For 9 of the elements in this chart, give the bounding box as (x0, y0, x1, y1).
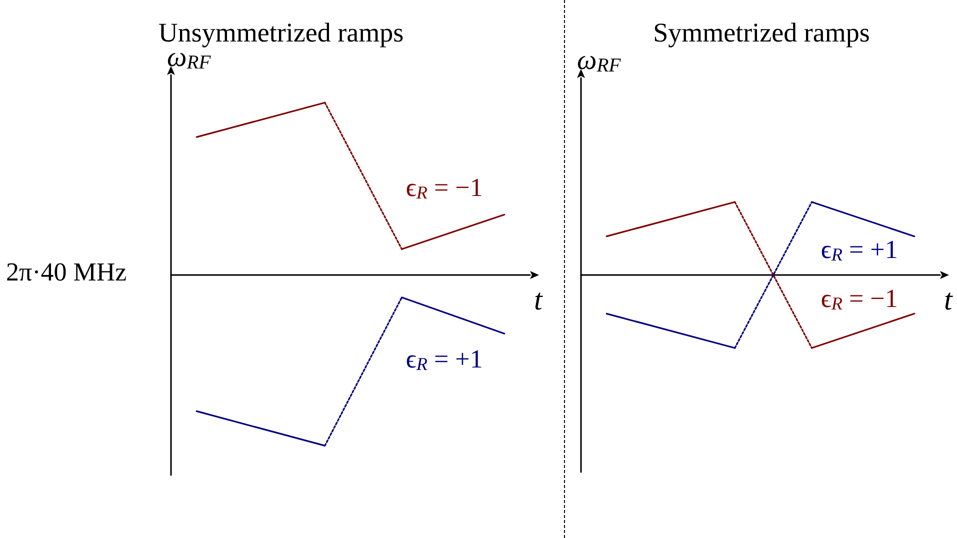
series-label: ϵR = −1 (406, 172, 483, 203)
series-label: ϵR = −1 (820, 284, 898, 314)
text: 2π·40 MHz (6, 258, 127, 286)
series-label: ϵR = +1 (406, 344, 483, 374)
series-label: ϵR = +1 (820, 235, 898, 265)
y-axis-title: ωRF (577, 44, 622, 76)
x-axis-title: t (944, 284, 953, 316)
chart-title: Symmetrized ramps (653, 18, 870, 48)
x-axis-title: t (534, 284, 543, 316)
